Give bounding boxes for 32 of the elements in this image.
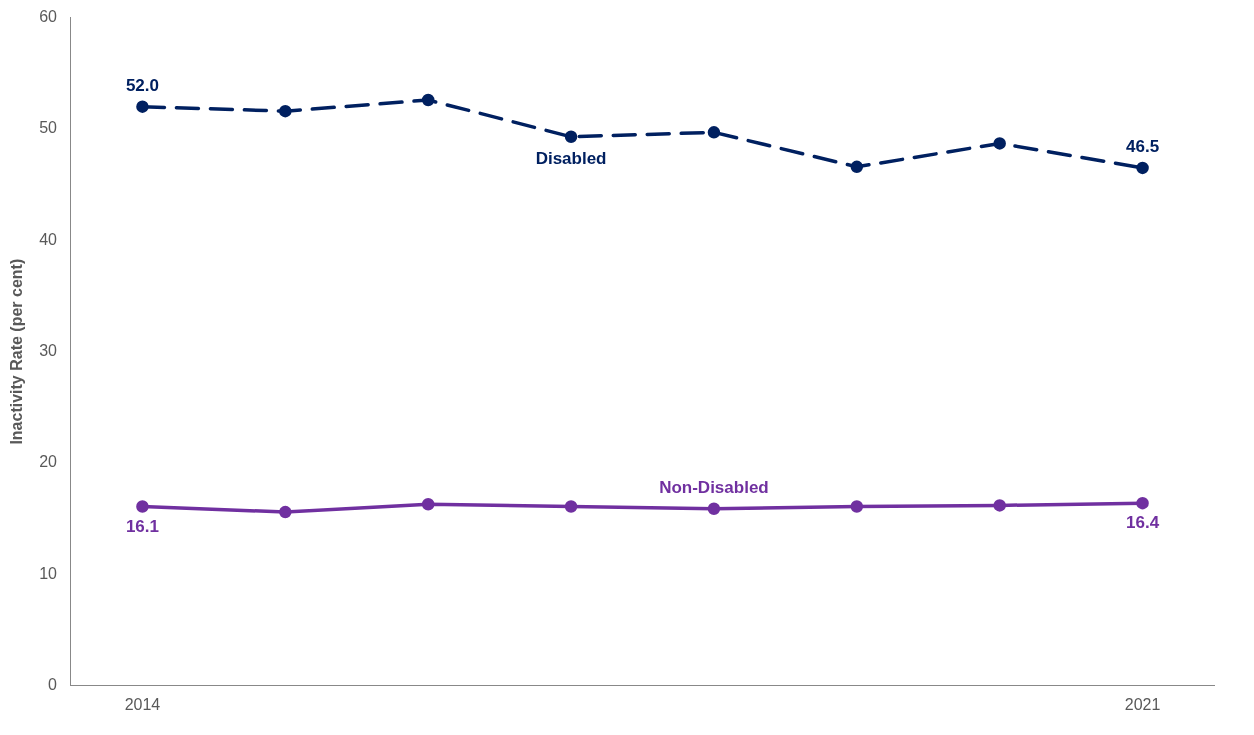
point [850, 160, 864, 174]
data-label: 16.4 [1126, 513, 1160, 533]
point [279, 104, 292, 118]
data-label: 52.0 [125, 75, 159, 95]
point [564, 130, 578, 144]
data-label: 16.1 [125, 516, 159, 536]
y-tick-label: 20 [39, 453, 58, 471]
point [1136, 496, 1149, 510]
point [421, 93, 435, 107]
point [993, 499, 1006, 512]
point [279, 505, 292, 519]
point [136, 100, 149, 113]
point [707, 502, 721, 515]
x-tick-label: 2014 [124, 695, 161, 713]
point [564, 500, 578, 513]
point [707, 126, 721, 139]
y-tick-label: 10 [39, 564, 58, 582]
data-label: 46.5 [1126, 137, 1160, 157]
point [136, 500, 149, 513]
point [1136, 161, 1149, 175]
y-tick-label: 40 [39, 230, 58, 248]
point [850, 500, 864, 513]
x-tick-label: 2021 [1124, 695, 1161, 713]
y-axis-title: Inactivity Rate (per cent) [8, 258, 26, 445]
series-label: Non-Disabled [659, 477, 769, 497]
series-label: Disabled [535, 148, 607, 168]
y-tick-label: 30 [39, 342, 58, 360]
y-tick-label: 0 [48, 676, 58, 694]
y-tick-label: 60 [39, 8, 58, 26]
point [993, 137, 1006, 150]
point [421, 498, 435, 511]
y-tick-label: 50 [39, 119, 58, 137]
